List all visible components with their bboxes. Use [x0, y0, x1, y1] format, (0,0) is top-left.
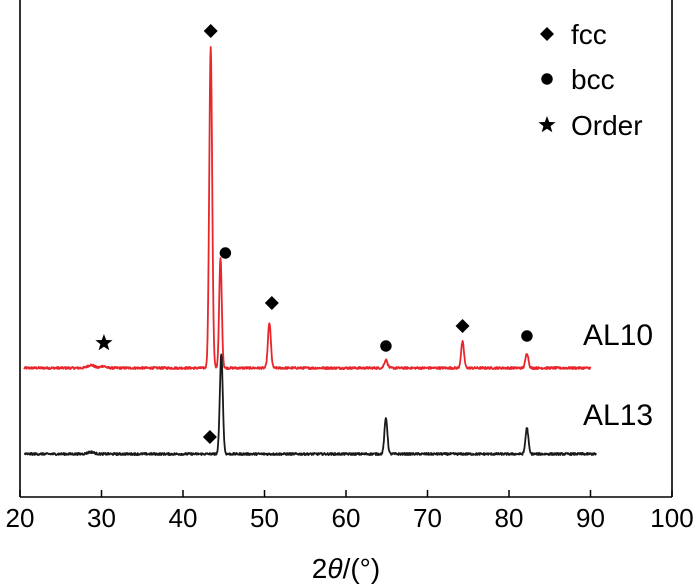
x-tick-label: 40	[169, 503, 198, 533]
x-axis-label-suffix: /(°)	[343, 553, 381, 584]
legend-label: Order	[571, 110, 643, 141]
diamond-peak-marker	[202, 430, 217, 444]
diamond-peak-marker	[203, 24, 218, 38]
x-tick-label: 60	[332, 503, 361, 533]
sample-label-al13: AL13	[583, 399, 653, 432]
legend-circle-icon	[541, 73, 553, 85]
x-tick-label: 100	[650, 503, 693, 533]
x-tick-label: 90	[576, 503, 605, 533]
series-layer	[23, 46, 598, 457]
x-axis-label-symbol: θ	[327, 553, 342, 584]
legend-diamond-icon	[540, 27, 554, 41]
legend-star-icon	[538, 116, 556, 133]
legend-label: bcc	[571, 64, 615, 95]
x-tick-label: 20	[6, 503, 35, 533]
x-tick-label: 80	[495, 503, 524, 533]
legend-label: fcc	[571, 19, 607, 50]
legend: fcc bcc Order	[538, 19, 643, 141]
sample-label-al10: AL10	[583, 319, 653, 352]
x-axis-label: 2θ/(°)	[312, 553, 380, 584]
x-tick-label: 30	[87, 503, 116, 533]
circle-peak-marker	[219, 247, 232, 259]
series-line-al13	[23, 353, 598, 457]
peak-markers	[95, 24, 533, 444]
series-line-al10	[23, 46, 592, 371]
sample-labels: AL10 AL13	[583, 319, 653, 432]
circle-peak-marker	[521, 330, 533, 342]
x-tick-label: 70	[413, 503, 442, 533]
x-axis-ticks: 20 30 40 50 60 70 80 90 100	[6, 490, 694, 533]
x-tick-label: 50	[250, 503, 279, 533]
circle-peak-marker	[380, 340, 392, 352]
diamond-peak-marker	[455, 319, 470, 333]
x-axis-label-prefix: 2	[312, 553, 328, 584]
diamond-peak-marker	[264, 296, 279, 310]
star-peak-marker	[95, 334, 113, 351]
